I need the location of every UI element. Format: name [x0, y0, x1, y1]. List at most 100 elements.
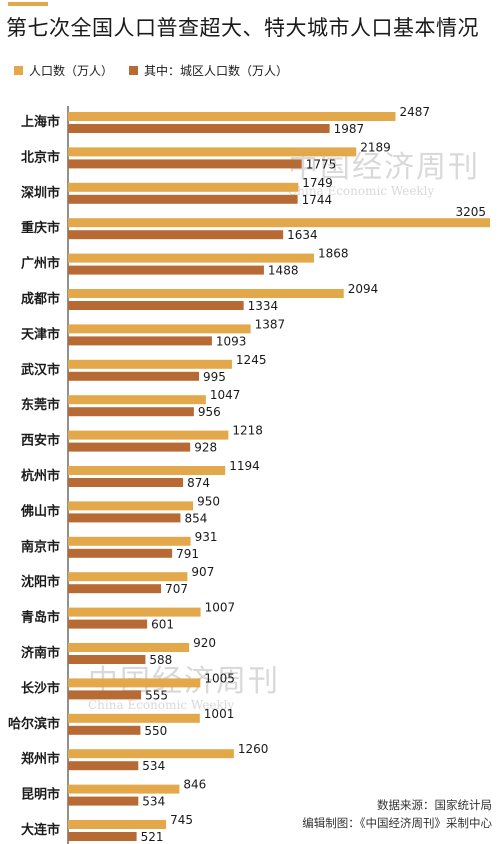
source-line-2: 编辑制图：《中国经济周刊》采制中心	[302, 816, 492, 830]
bar-urban	[68, 159, 302, 169]
legend-item-total: 人口数（万人）	[14, 62, 113, 79]
value-label-urban: 1744	[302, 193, 333, 207]
bar-urban	[68, 832, 137, 841]
value-label-urban: 1334	[248, 299, 279, 313]
value-label-total: 1007	[205, 601, 236, 615]
bar-total	[68, 430, 229, 440]
bar-urban	[68, 194, 298, 204]
category-label: 大连市	[21, 822, 60, 838]
chart-title: 第七次全国人口普查超大、特大城市人口基本情况	[6, 16, 479, 40]
bar-urban	[68, 371, 200, 381]
category-label: 深圳市	[21, 185, 60, 201]
value-label-urban: 1488	[268, 264, 299, 278]
value-label-urban: 791	[176, 547, 199, 561]
category-label: 杭州市	[21, 468, 60, 484]
source-line-1: 数据来源：国家统计局	[377, 798, 492, 812]
bar-urban	[68, 336, 212, 346]
legend-swatch-total	[14, 66, 23, 75]
bar-urban	[68, 513, 181, 523]
legend-swatch-urban	[129, 66, 139, 75]
bar-urban	[68, 407, 194, 417]
value-label-total: 745	[170, 813, 193, 827]
chart-legend: 人口数（万人） 其中：城区人口数（万人）	[14, 62, 288, 79]
value-label-total: 1387	[255, 317, 286, 331]
category-label: 天津市	[21, 326, 60, 342]
value-label-urban: 995	[203, 370, 226, 384]
bar-urban	[68, 725, 141, 735]
bar-urban	[68, 796, 139, 806]
bar-urban	[68, 619, 148, 629]
value-label-urban: 928	[194, 441, 217, 455]
value-label-urban: 874	[187, 476, 210, 490]
bar-urban	[68, 548, 173, 558]
value-label-total: 1260	[238, 742, 269, 756]
bar-urban	[68, 230, 284, 240]
category-label: 北京市	[21, 149, 60, 165]
category-label: 南京市	[21, 539, 60, 555]
legend-item-urban: 其中：城区人口数（万人）	[129, 62, 288, 79]
value-label-total: 2189	[360, 140, 391, 154]
value-label-urban: 550	[144, 724, 167, 738]
value-label-total: 846	[183, 778, 206, 792]
bar-urban	[68, 478, 184, 487]
category-label: 青岛市	[21, 610, 60, 626]
bar-urban	[68, 655, 146, 664]
category-label: 广州市	[21, 256, 60, 272]
value-label-urban: 534	[142, 759, 165, 773]
value-label-urban: 707	[165, 582, 188, 596]
category-label: 沈阳市	[21, 574, 60, 590]
value-label-total: 907	[191, 565, 214, 579]
accent-bar	[8, 2, 48, 6]
value-label-urban: 555	[145, 688, 168, 702]
bar-total	[68, 324, 251, 334]
bar-total	[68, 536, 191, 546]
value-label-urban: 534	[142, 795, 165, 809]
source-note: 数据来源：国家统计局 编辑制图：《中国经济周刊》采制中心	[302, 796, 492, 832]
value-label-urban: 854	[184, 511, 207, 525]
bar-total	[68, 572, 188, 582]
value-label-total: 931	[195, 530, 218, 544]
bar-total	[68, 289, 344, 298]
value-label-urban: 1093	[216, 334, 247, 348]
value-label-total: 2094	[348, 282, 379, 296]
value-label-urban: 588	[149, 653, 172, 667]
bar-total	[68, 395, 206, 405]
bar-urban	[68, 690, 142, 700]
value-label-total: 3205	[455, 205, 486, 219]
value-label-total: 1001	[204, 707, 235, 721]
bar-total	[68, 112, 396, 121]
value-label-total: 1218	[232, 424, 263, 438]
value-label-urban: 1775	[306, 157, 337, 171]
category-label: 郑州市	[21, 751, 60, 767]
bar-total	[68, 643, 190, 652]
bar-urban	[68, 124, 330, 133]
bar-urban	[68, 761, 139, 771]
value-label-total: 1749	[302, 176, 333, 190]
bar-total	[68, 607, 201, 617]
value-label-urban: 1987	[334, 122, 365, 136]
category-label: 昆明市	[21, 787, 60, 803]
legend-label-urban: 其中：城区人口数（万人）	[144, 64, 289, 78]
bar-total	[68, 678, 201, 688]
value-label-total: 920	[193, 636, 216, 650]
bar-total	[68, 466, 226, 475]
legend-label-total: 人口数（万人）	[29, 64, 114, 78]
bar-total	[68, 182, 299, 192]
bar-total	[68, 359, 232, 369]
value-label-total: 1005	[204, 671, 235, 685]
value-label-total: 1047	[210, 388, 241, 402]
value-label-urban: 1634	[287, 228, 318, 242]
bar-total	[68, 784, 180, 794]
value-label-total: 2487	[399, 105, 430, 119]
value-label-total: 1868	[318, 247, 349, 261]
category-label: 长沙市	[21, 680, 60, 696]
category-label: 西安市	[21, 433, 60, 449]
bar-total	[68, 820, 167, 829]
value-label-total: 1245	[236, 353, 267, 367]
bar-urban	[68, 265, 264, 275]
category-label: 武汉市	[21, 362, 60, 378]
category-label: 上海市	[21, 114, 60, 130]
category-label: 佛山市	[20, 503, 60, 519]
value-label-urban: 956	[198, 405, 221, 419]
